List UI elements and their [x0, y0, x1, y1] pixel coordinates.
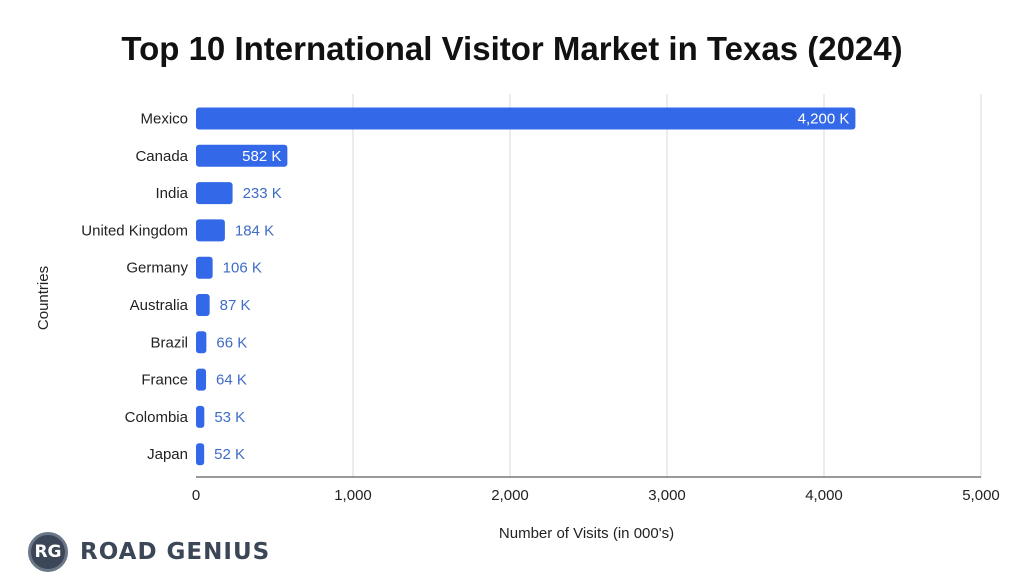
x-tick-label: 0: [192, 487, 200, 504]
x-tick-label: 5,000: [962, 487, 1000, 504]
x-tick-label: 4,000: [805, 487, 843, 504]
category-label: Canada: [135, 148, 188, 165]
data-label: 66 K: [216, 334, 247, 351]
chart-title: Top 10 International Visitor Market in T…: [121, 30, 903, 67]
data-labels: 4,200 K 582 K 233 K 184 K 106 K 87 K 66 K 64 K 5…: [214, 111, 849, 464]
logo-badge-icon: RG: [28, 532, 68, 572]
category-label: Australia: [130, 297, 189, 314]
data-label: 52 K: [214, 446, 245, 463]
x-tick-labels: 0 1,000 2,000 3,000 4,000 5,000: [192, 487, 1000, 504]
x-axis-title: Number of Visits (in 000's): [499, 525, 674, 542]
x-tick-label: 3,000: [648, 487, 686, 504]
category-label: India: [155, 185, 188, 202]
x-tick-label: 1,000: [334, 487, 372, 504]
category-label: Germany: [126, 260, 188, 277]
grid-lines: [352, 94, 982, 477]
data-label: 4,200 K: [798, 111, 850, 128]
data-label: 64 K: [216, 372, 247, 389]
category-label: Japan: [147, 446, 188, 463]
x-tick-label: 2,000: [491, 487, 529, 504]
category-labels: Mexico Canada India United Kingdom Germany Au…: [81, 111, 188, 464]
bar: [196, 182, 233, 205]
bar: [196, 107, 856, 130]
data-label: 184 K: [235, 222, 274, 239]
bar: [196, 256, 213, 279]
category-label: Mexico: [140, 111, 188, 128]
category-label: France: [141, 372, 188, 389]
logo-wordmark: ROAD GENIUS: [80, 539, 271, 565]
data-label: 233 K: [243, 185, 282, 202]
bar: [196, 144, 288, 167]
data-label: 582 K: [242, 148, 281, 165]
bar: [196, 294, 210, 316]
bar: [196, 368, 207, 391]
bar: [196, 405, 205, 428]
road-genius-logo: RG ROAD GENIUS: [28, 528, 270, 576]
data-label: 53 K: [214, 409, 245, 426]
category-label: United Kingdom: [81, 222, 188, 239]
data-label: 87 K: [220, 297, 251, 314]
bar: [196, 443, 205, 466]
bar: [196, 219, 225, 242]
category-label: Brazil: [150, 334, 188, 351]
category-label: Colombia: [125, 409, 189, 426]
y-axis-title: Countries: [35, 266, 52, 330]
bars: [196, 107, 856, 466]
data-label: 106 K: [223, 260, 262, 277]
bar: [196, 331, 207, 354]
